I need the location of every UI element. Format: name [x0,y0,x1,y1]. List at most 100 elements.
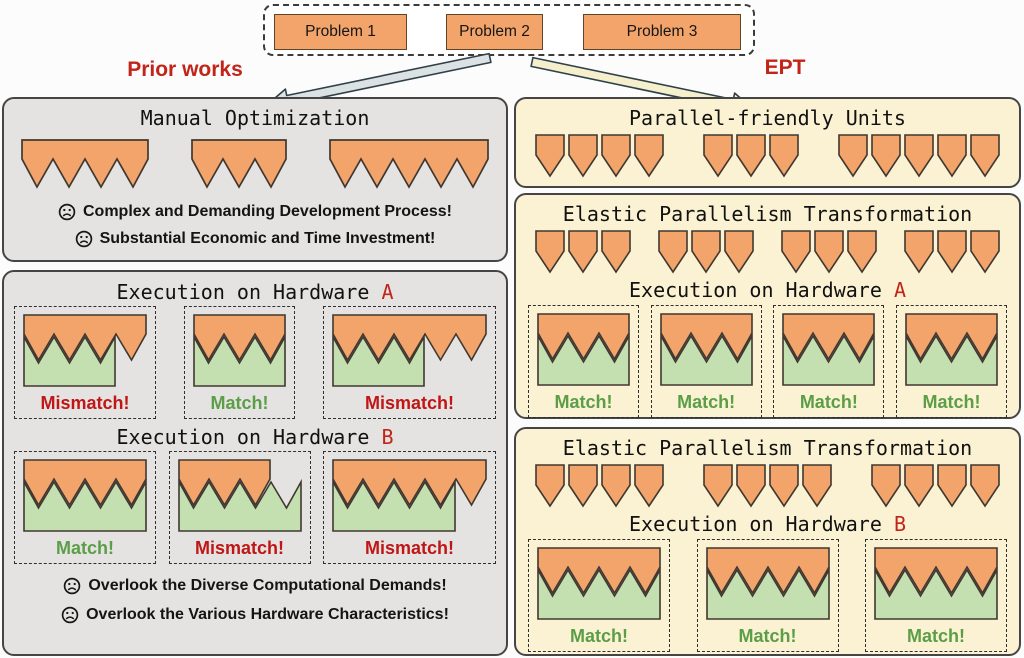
match-case-box: Match! [184,306,295,419]
mismatch-label: Mismatch! [364,538,454,558]
problem-teeth-shape [659,313,753,361]
ept-hardware-b-cases-row: Match! Match! Match! [516,539,1019,652]
parallel-unit-group [781,230,877,274]
problem-teeth-shape [537,547,661,595]
problem-teeth-shape [905,313,998,361]
parallel-unit-group [703,134,799,178]
workload-hardware-pair [905,313,998,386]
execution-hardware-b-title: Execution on Hardware B [516,512,1019,536]
problem-comb-shape [191,139,287,189]
manual-optimization-panel: Manual Optimization Complex and Demandin… [2,97,508,262]
drawback-bullet-text: Complex and Demanding Development Proces… [83,203,452,220]
ept-hardware-a-panel: Elastic Parallelism Transformation Execu… [514,193,1021,419]
execution-hardware-b-title: Execution on Hardware B [4,425,506,449]
workload-hardware-pair [874,547,998,620]
workload-hardware-pair [177,459,302,532]
execution-hardware-a-title: Execution on Hardware A [516,278,1019,302]
problem-combs-row [4,139,506,189]
problem-teeth-shape [193,314,286,362]
sad-face-icon [58,203,76,221]
workload-hardware-pair [23,459,147,532]
prior-execution-bullets: Overlook the Diverse Computational Deman… [4,577,506,624]
problem-2-box: Problem 2 [446,14,543,50]
workload-hardware-pair [23,314,147,387]
hardware-teeth-shape [537,332,630,386]
problem-comb-shape [21,139,149,189]
execution-title-text: Execution on Hardware [629,512,882,536]
match-label: Match! [570,626,628,646]
match-label: Match! [922,392,981,412]
hardware-teeth-shape [332,333,425,387]
hardware-teeth-shape [905,332,998,386]
problem-teeth-shape [705,547,830,595]
hardware-teeth-shape [537,566,661,620]
problems-container: Problem 1 Problem 2 Problem 3 [263,4,755,56]
problem-teeth-shape [177,459,271,507]
hardware-teeth-shape [332,478,456,532]
problem-1-label: Problem 1 [305,23,376,40]
parallel-unit-group [535,134,664,178]
ept-label: EPT [764,56,806,79]
problem-1-box: Problem 1 [274,14,407,50]
parallel-units-row [516,134,1019,178]
workload-hardware-pair [659,313,753,386]
parallel-friendly-units-title: Parallel-friendly Units [629,106,906,130]
hardware-teeth-shape [874,566,998,620]
match-case-box: Match! [528,539,670,652]
problem-teeth-shape [874,547,998,595]
prior-execution-panel: Execution on Hardware A Mismatch! Match! M… [2,270,508,656]
parallel-unit-group [658,230,754,274]
match-label: Match! [738,626,797,646]
ept-title: Elastic Parallelism Transformation [562,436,973,460]
ept-units-row-a [516,230,1019,274]
hardware-teeth-shape [23,478,147,532]
hardware-letter: A [381,280,394,304]
hardware-letter: B [381,425,394,449]
match-label: Match! [799,392,858,412]
workload-hardware-pair [332,459,487,532]
hardware-letter: B [893,512,906,536]
parallel-friendly-units-panel: Parallel-friendly Units [514,97,1021,188]
mismatch-case-box: Mismatch! [14,306,156,419]
parallel-unit-group [703,464,832,508]
hardware-teeth-shape [177,478,302,532]
workload-hardware-pair [782,313,876,386]
hardware-teeth-shape [193,333,286,387]
problem-teeth-shape [332,314,487,362]
drawback-bullet-text: Overlook the Diverse Computational Deman… [88,577,447,594]
drawback-bullet-text: Substantial Economic and Time Investment… [99,230,436,247]
match-case-box: Match! [528,305,639,418]
mismatch-case-box: Mismatch! [168,451,311,564]
problem-teeth-shape [23,314,147,362]
match-case-box: Match! [773,305,885,418]
problem-teeth-shape [23,459,147,507]
hardware-teeth-shape [23,333,116,387]
match-case-box: Match! [650,305,762,418]
workload-hardware-pair [705,547,830,620]
ept-hardware-a-cases-row: Match! Match! Match! Match! [516,305,1019,418]
problem-teeth-shape [782,313,876,361]
ept-title: Elastic Parallelism Transformation [562,202,973,226]
hardware-b-cases-row: Match! Mismatch! Mismatch! [4,451,506,564]
hardware-teeth-shape [705,566,830,620]
drawback-bullet: Overlook the Various Hardware Characteri… [61,606,449,624]
problem-3-box: Problem 3 [583,14,741,50]
ept-units-row-b [516,464,1019,508]
hardware-a-cases-row: Mismatch! Match! Mismatch! [4,306,506,419]
match-case-box: Match! [696,539,839,652]
mismatch-label: Mismatch! [194,538,284,558]
problem-teeth-shape [332,459,487,507]
sad-face-icon [64,577,81,595]
match-label: Match! [56,538,114,558]
drawback-bullet-text: Overlook the Various Hardware Characteri… [86,606,449,623]
drawback-bullet: Overlook the Diverse Computational Deman… [63,577,447,595]
workload-hardware-pair [537,547,661,620]
parallel-unit-group [535,230,631,274]
problem-teeth-shape [537,313,630,361]
parallel-unit-group [535,464,664,508]
drawback-bullet: Complex and Demanding Development Proces… [58,203,452,221]
match-case-box: Match! [14,451,156,564]
prior-works-label: Prior works [127,58,243,81]
hardware-letter: A [893,278,906,302]
